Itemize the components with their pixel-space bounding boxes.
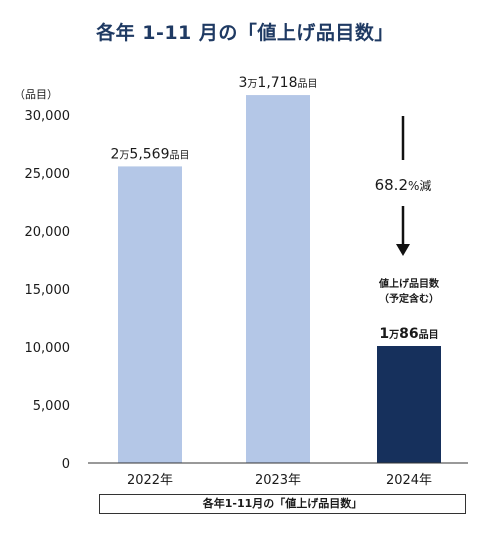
annotation-line1: 値上げ品目数: [378, 277, 440, 290]
x-tick-label: 2022年: [127, 473, 173, 488]
bar: [377, 346, 441, 463]
data-label: 3万1,718品目: [238, 75, 317, 91]
y-tick-label: 0: [62, 457, 70, 472]
y-tick-label: 15,000: [25, 283, 71, 298]
data-label: 2万5,569品目: [110, 146, 189, 162]
x-tick-label: 2023年: [255, 473, 301, 488]
annotation-line2: （予定含む）: [379, 292, 439, 305]
change-label: 68.2%減: [375, 176, 432, 194]
y-axis-label: （品目）: [14, 88, 58, 101]
arrow-head: [396, 244, 410, 256]
bar: [246, 95, 310, 463]
y-tick-label: 10,000: [25, 341, 71, 356]
data-label: 1万86品目: [379, 326, 438, 342]
x-axis-caption: 各年1-11月の「値上げ品目数」: [99, 494, 466, 514]
y-tick-label: 5,000: [33, 399, 70, 414]
x-tick-label: 2024年: [386, 473, 432, 488]
y-tick-label: 20,000: [25, 225, 71, 240]
bar: [118, 166, 182, 463]
y-tick-label: 30,000: [25, 109, 71, 124]
chart-title: 各年 1-11 月の「値上げ品目数」: [96, 22, 394, 44]
y-tick-label: 25,000: [25, 167, 71, 182]
